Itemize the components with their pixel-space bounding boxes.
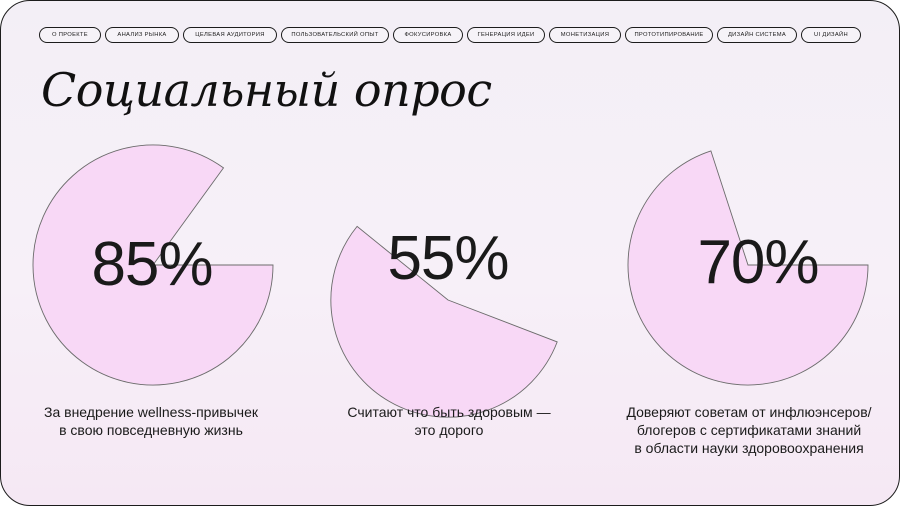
stat-caption-3: Доверяют советам от инфлюэнсеров/ блогер… — [599, 403, 899, 457]
nav-item-ideation[interactable]: ГЕНЕРАЦИЯ ИДЕИ — [467, 27, 545, 43]
stat-value-3: 70% — [697, 228, 819, 297]
nav-item-ux[interactable]: ПОЛЬЗОВАТЕЛЬСКИЙ ОПЫТ — [281, 27, 389, 43]
nav-item-prototyping[interactable]: ПРОТОТИПИРОВАНИЕ — [625, 27, 713, 43]
page-title: Социальный опрос — [41, 63, 492, 117]
pie-slice-55 — [330, 225, 558, 418]
caption-line: Считают что быть здоровым — — [347, 404, 551, 420]
caption-line: блогеров с сертификатами знаний — [636, 422, 862, 438]
nav-item-market[interactable]: АНАЛИЗ РЫНКА — [105, 27, 179, 43]
caption-line: это дорого — [414, 422, 484, 438]
caption-line: в области науки здоровоохранения — [634, 440, 864, 456]
top-navigation: О ПРОЕКТЕ АНАЛИЗ РЫНКА ЦЕЛЕВАЯ АУДИТОРИЯ… — [39, 27, 861, 45]
caption-line: За внедрение wellness-привычек — [44, 404, 258, 420]
stat-caption-1: За внедрение wellness-привычек в свою по… — [1, 403, 301, 439]
nav-item-focus[interactable]: ФОКУСИРОВКА — [393, 27, 463, 43]
pie-slice-70 — [627, 150, 869, 386]
nav-item-ui-design[interactable]: UI ДИЗАЙН — [801, 27, 861, 43]
nav-item-monetization[interactable]: МОНЕТИЗАЦИЯ — [549, 27, 621, 43]
nav-item-audience[interactable]: ЦЕЛЕВАЯ АУДИТОРИЯ — [183, 27, 277, 43]
pie-slice-85 — [32, 144, 274, 386]
nav-item-about[interactable]: О ПРОЕКТЕ — [39, 27, 101, 43]
stat-caption-2: Считают что быть здоровым — это дорого — [299, 403, 599, 439]
caption-line: Доверяют советам от инфлюэнсеров/ — [626, 404, 872, 420]
stat-value-2: 55% — [387, 224, 509, 293]
nav-item-design-system[interactable]: ДИЗАЙН СИСТЕМА — [717, 27, 797, 43]
caption-line: в свою повседневную жизнь — [59, 422, 243, 438]
stat-value-1: 85% — [91, 230, 213, 299]
